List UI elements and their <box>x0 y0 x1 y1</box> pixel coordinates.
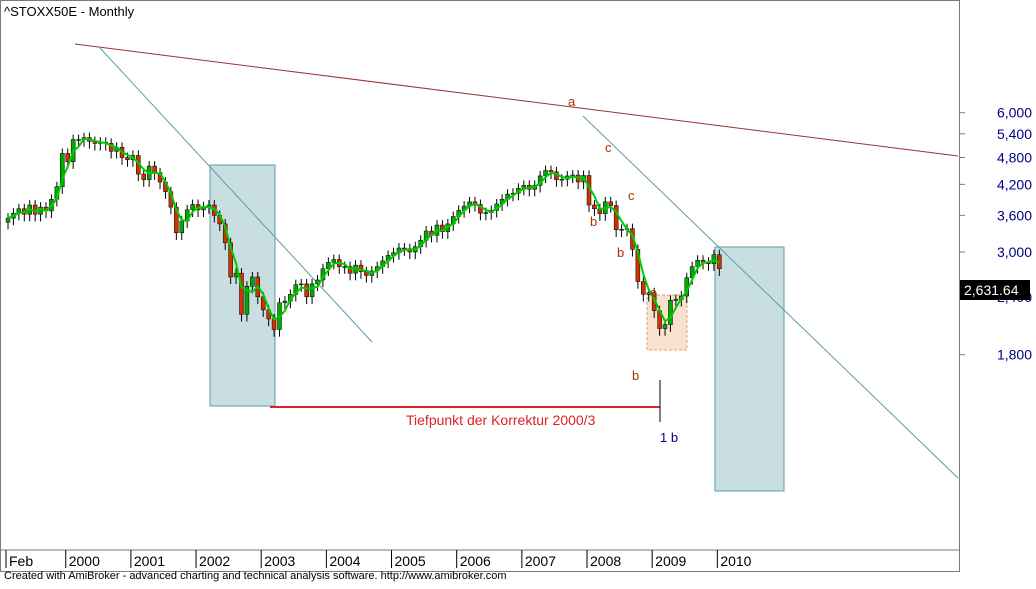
wave-label-b3: b <box>632 368 639 383</box>
candle-up <box>695 259 700 267</box>
candle-up <box>331 259 337 263</box>
candle-up <box>250 276 255 287</box>
candle-down <box>239 272 244 315</box>
candle-down <box>608 201 613 206</box>
candle-down <box>613 205 619 231</box>
candle-up <box>619 228 624 231</box>
wave-label-b2: b <box>617 245 624 260</box>
candle-up <box>342 266 347 268</box>
candle-up <box>244 285 250 315</box>
candle-down <box>125 157 130 160</box>
x-tick-label: 2010 <box>720 553 751 569</box>
candle-up <box>179 220 185 234</box>
wave-label-c2: c <box>628 188 635 203</box>
candle-up <box>282 300 288 304</box>
x-tick-label: 2008 <box>590 553 621 569</box>
trendline-2007 <box>582 115 959 479</box>
y-tick-label: 4,800 <box>997 150 1032 166</box>
wave-label-1b: 1 b <box>660 430 678 445</box>
moving-average-line <box>7 137 720 323</box>
candle-up <box>76 139 81 141</box>
candle-down <box>65 153 70 163</box>
candle-up <box>673 299 679 301</box>
candle-down <box>641 281 646 295</box>
candle-up <box>190 204 195 211</box>
long-term-trendline <box>74 43 959 157</box>
x-tick-label: 2006 <box>460 553 491 569</box>
last-value-marker <box>960 280 1030 300</box>
x-axis: Feb 2000 2001 2002 2003 2004 2005 2006 2007 2008 2… <box>5 550 752 569</box>
plot-frame <box>0 0 960 572</box>
x-tick-label: 2002 <box>199 553 230 569</box>
projection-box-2010 <box>714 246 785 492</box>
y-tick-label: 4,200 <box>997 176 1032 192</box>
last-value-label: 2,631.64 <box>964 282 1019 298</box>
wave-label-c3: c <box>650 285 657 300</box>
candle-up <box>668 299 673 325</box>
footer-credit: Created with AmiBroker - advanced charti… <box>4 570 507 582</box>
x-tick-label: 2004 <box>329 553 360 569</box>
y-tick-label: 6,000 <box>997 105 1032 121</box>
x-tick-label: 2009 <box>655 553 686 569</box>
candle-up <box>662 324 668 329</box>
candle-down <box>271 318 277 330</box>
trendline-2000 <box>99 47 373 343</box>
candle-up <box>298 283 304 286</box>
candle-down <box>228 242 233 278</box>
x-tick-label: 2001 <box>134 553 165 569</box>
y-tick-label: 1,800 <box>997 347 1032 363</box>
x-tick-label: 2000 <box>69 553 100 569</box>
low-annotation: Tiefpunkt der Korrektur 2000/3 <box>406 412 596 428</box>
candle-down <box>548 170 554 173</box>
wave-label-a: a <box>568 94 576 109</box>
candle-up <box>559 178 565 181</box>
candle-down <box>141 173 146 180</box>
y-tick-label: 3,000 <box>997 244 1032 260</box>
candle-up <box>483 212 489 214</box>
y-tick-label: 5,400 <box>997 126 1032 142</box>
y-tick-label: 3,600 <box>997 207 1032 223</box>
x-tick-label: 2007 <box>525 553 556 569</box>
candle-up <box>5 217 11 223</box>
candle-up <box>60 153 65 188</box>
wave-label-c1: c <box>605 140 612 155</box>
x-tick-label: 2003 <box>264 553 295 569</box>
x-tick-label: 2005 <box>395 553 426 569</box>
candle-down <box>108 143 114 152</box>
x-tick-label: Feb <box>9 553 33 569</box>
chart-title: ^STOXX50E - Monthly <box>4 4 135 19</box>
candle-down <box>592 204 597 210</box>
wave-label-b1: b <box>590 214 597 229</box>
candle-down <box>347 266 353 274</box>
candle-down <box>304 283 309 298</box>
candle-up <box>309 283 315 298</box>
